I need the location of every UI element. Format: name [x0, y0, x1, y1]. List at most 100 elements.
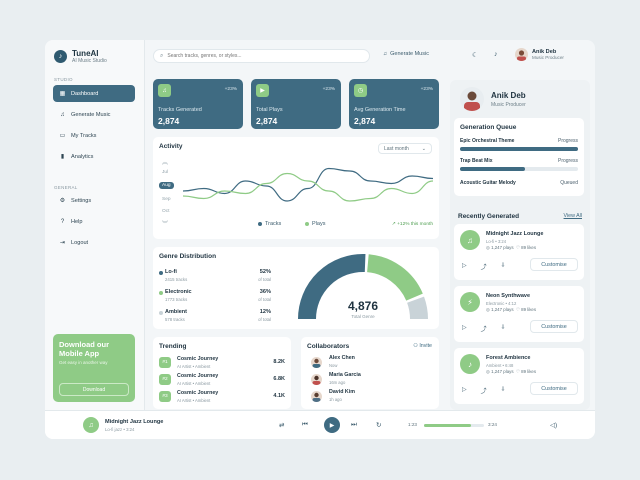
brand[interactable]: ♪ TuneAI AI Music Studio — [54, 49, 107, 64]
customise-button[interactable]: Customise — [530, 258, 578, 271]
generate-music-button[interactable]: ♫ Generate Music — [383, 51, 429, 57]
range-value: Last month — [384, 145, 409, 152]
month-jul[interactable]: Jul — [162, 170, 169, 175]
heart-icon: ♡ — [516, 307, 520, 312]
heart-icon: ♡ — [516, 245, 520, 250]
likes-count: 89 likes — [521, 369, 537, 374]
header-user[interactable]: Anik Deb Music Producer — [515, 48, 564, 61]
stat-card-tracks[interactable]: ♫ +23% Tracks Generated 2,874 — [153, 79, 243, 129]
gauge-segment-ambient — [406, 296, 428, 320]
clock-icon: ◷ — [354, 84, 367, 97]
share-icon[interactable]: ⤴ — [480, 327, 487, 333]
music-note-icon: ♪ — [460, 354, 480, 374]
recent-track-card[interactable]: ♪ Forest Ambience Ambient • 6:48 ◎ 1,247… — [454, 348, 584, 404]
trending-row[interactable]: #1 Cosmic Journey AI Artist • Ambient 8.… — [159, 356, 285, 372]
mobile-app-promo: Download our Mobile App Get easy in anot… — [53, 334, 135, 402]
download-icon[interactable]: ⇩ — [500, 387, 506, 393]
plays-count: 1,247 plays — [491, 369, 514, 374]
add-user-icon: ⚇ — [413, 343, 418, 349]
play-icon[interactable]: ▷ — [462, 387, 467, 393]
play-icon[interactable]: ▷ — [462, 263, 467, 269]
customise-button[interactable]: Customise — [530, 382, 578, 395]
sidebar-item-settings[interactable]: ⚙ Settings — [53, 192, 135, 209]
share-icon[interactable]: ⤴ — [480, 389, 487, 395]
stat-card-gen-time[interactable]: ◷ +23% Avg Generation Time 2,874 — [349, 79, 439, 129]
month-aug[interactable]: Aug — [159, 182, 174, 189]
series-line-plays — [183, 172, 433, 202]
trending-value: 4.1K — [273, 393, 285, 399]
customise-button[interactable]: Customise — [530, 320, 578, 333]
sidebar-item-label: My Tracks — [71, 132, 97, 139]
activity-range-select[interactable]: Last month ⌄ — [378, 143, 432, 154]
search-input[interactable] — [167, 53, 358, 59]
player-progress-bar[interactable] — [424, 424, 484, 427]
recent-track-name: Forest Ambience — [486, 355, 531, 361]
genre-of: of total — [258, 317, 271, 322]
sidebar-item-logout[interactable]: ⇥ Logout — [53, 234, 135, 251]
legend-dot — [159, 291, 163, 295]
recent-track-card[interactable]: ⚡ Neon Synthwave Electronic • 4:12 ◎ 1,2… — [454, 286, 584, 342]
invite-label: Invite — [419, 343, 432, 349]
collaborator-row[interactable]: Alex Chen Now — [307, 355, 427, 371]
likes-count: 89 likes — [521, 307, 537, 312]
view-all-link[interactable]: View All — [563, 213, 582, 219]
share-icon[interactable]: ⤴ — [480, 265, 487, 271]
bell-icon[interactable]: ♪ — [494, 51, 498, 58]
music-note-icon: ♫ — [460, 230, 480, 250]
next-icon[interactable]: ⏭ — [351, 421, 357, 428]
stat-label: Avg Generation Time — [354, 107, 406, 113]
stat-label: Total Plays — [256, 107, 283, 113]
month-sep[interactable]: Sep — [162, 197, 171, 202]
sidebar-item-label: Logout — [71, 239, 89, 246]
sidebar-item-dashboard[interactable]: ▦ Dashboard — [53, 85, 135, 102]
activity-growth: ↗ +12% this month — [391, 222, 433, 227]
gauge-segment-lofi — [298, 254, 366, 320]
genre-total: 4,876 — [347, 299, 379, 313]
genre-pct: 52% — [259, 269, 271, 275]
gauge-segment-electronic — [366, 254, 423, 302]
month-oct[interactable]: Oct — [162, 209, 170, 214]
trending-row[interactable]: #3 Cosmic Journey AI Artist • Ambient 4.… — [159, 390, 285, 406]
chevron-up-icon[interactable]: ︽ — [162, 160, 169, 166]
queue-item-name: Epic Orchestral Theme — [460, 138, 515, 144]
genre-pct: 36% — [259, 289, 271, 295]
sidebar-item-analytics[interactable]: ▮ Analytics — [53, 148, 135, 165]
dashboard-icon: ▦ — [59, 91, 66, 97]
collaborator-row[interactable]: David Kim 1h ago — [307, 389, 427, 405]
invite-button[interactable]: ⚇ Invite — [413, 343, 432, 349]
previous-icon[interactable]: ⏮ — [302, 421, 308, 428]
promo-subtitle: Get easy in another way — [59, 360, 108, 365]
play-icon: ▶ — [256, 84, 269, 97]
download-icon[interactable]: ⇩ — [500, 263, 506, 269]
sidebar-item-help[interactable]: ? Help — [53, 213, 135, 230]
genre-title: Genre Distribution — [159, 253, 217, 260]
sidebar-item-label: Dashboard — [71, 90, 99, 97]
moon-icon[interactable]: ☾ — [472, 52, 479, 59]
header-user-role: Music Producer — [532, 55, 564, 60]
profile-avatar — [460, 87, 484, 111]
player-progress-fill — [424, 424, 471, 427]
queue-item-status: Queued — [560, 180, 578, 186]
play-icon[interactable]: ▷ — [462, 325, 467, 331]
download-icon[interactable]: ⇩ — [500, 325, 506, 331]
track-actions: ▷ ⤴ ⇩ — [462, 324, 506, 333]
sidebar-item-my-tracks[interactable]: ▭ My Tracks — [53, 127, 135, 144]
shuffle-icon[interactable]: ⇄ — [279, 422, 285, 429]
play-button[interactable]: ▶ — [324, 417, 340, 433]
collaborator-row[interactable]: Maria Garcia 16m ago — [307, 372, 427, 388]
genre-sub: 578 tracks — [165, 317, 185, 322]
stat-card-plays[interactable]: ▶ +23% Total Plays 2,874 — [251, 79, 341, 129]
queue-item-name: Trap Beat Mix — [460, 158, 493, 164]
queue-progress-bar — [460, 167, 578, 171]
queue-progress-fill — [460, 167, 525, 171]
player-track-title: Midnight Jazz Lounge — [105, 419, 164, 425]
volume-icon[interactable]: ◁) — [550, 422, 558, 429]
download-button[interactable]: Download — [59, 383, 129, 396]
repeat-icon[interactable]: ↻ — [376, 422, 382, 429]
sidebar-item-generate-music[interactable]: ♫ Generate Music — [53, 106, 135, 123]
recent-track-card[interactable]: ♫ Midnight Jazz Lounge Lo-fi • 3:24 ◎ 1,… — [454, 224, 584, 280]
trending-rank: #3 — [159, 391, 171, 402]
trending-row[interactable]: #2 Cosmic Journey AI Artist • Ambient 6.… — [159, 373, 285, 389]
music-note-icon: ♫ — [83, 417, 99, 433]
chevron-down-icon[interactable]: ︾ — [162, 222, 169, 228]
